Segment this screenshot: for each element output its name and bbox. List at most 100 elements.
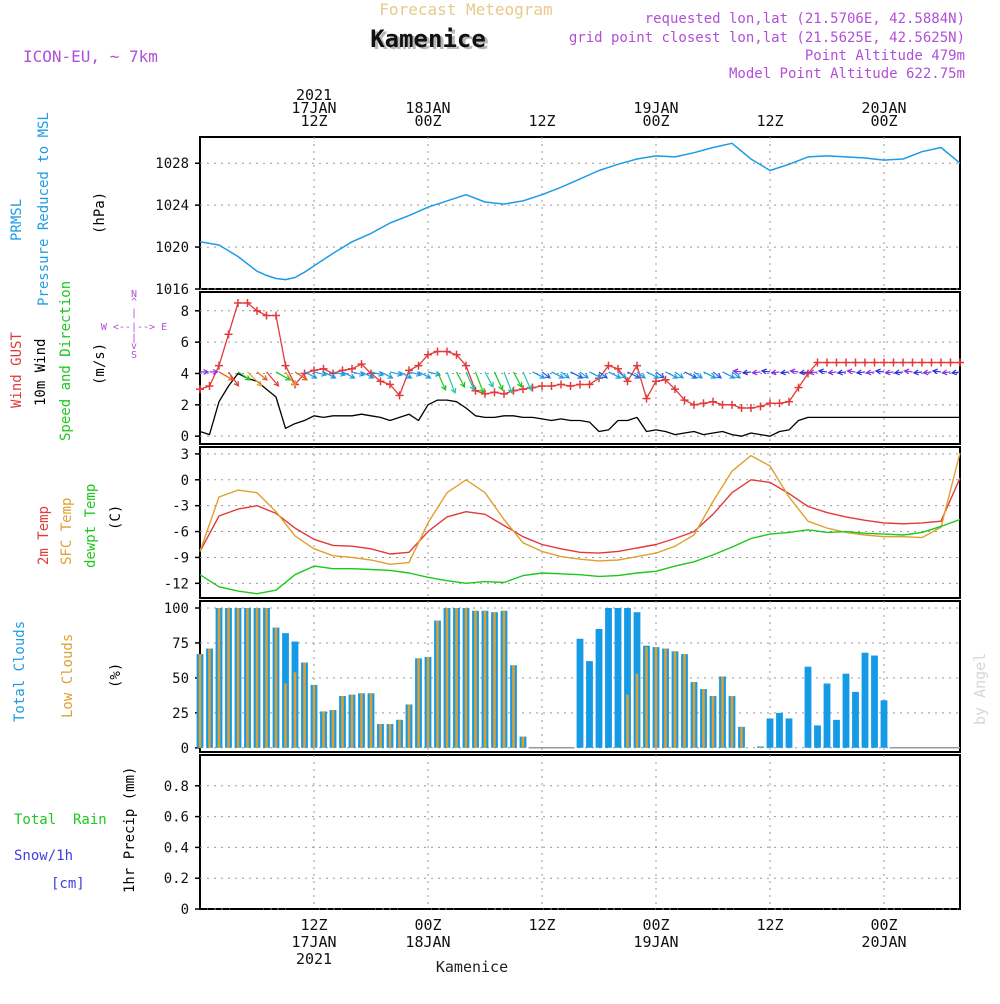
- gust-point: [471, 386, 480, 395]
- wind-arrow-head: [450, 387, 457, 395]
- low-cloud-bar: [255, 607, 259, 748]
- wind-arrow-head: [602, 373, 609, 379]
- wind-label: 10m Wind: [33, 339, 49, 406]
- low-cloud-bar: [265, 607, 268, 748]
- wind-arrow-shaft: [731, 371, 741, 379]
- wind-arrow-shaft: [408, 371, 422, 376]
- wind-arrow-shaft: [294, 371, 308, 381]
- y-tick-label: 0.4: [164, 840, 189, 856]
- y-tick-label: 75: [172, 636, 189, 652]
- y-tick-label: 100: [164, 601, 189, 617]
- low-cloud-bar: [227, 607, 230, 748]
- wind-arrow-head: [779, 369, 786, 376]
- wind-arrow-shaft: [703, 371, 716, 379]
- gust-point: [823, 358, 831, 367]
- wind-direction-arrow: [503, 371, 514, 395]
- wind-direction-arrow: [598, 371, 609, 379]
- gust-point: [452, 350, 461, 359]
- wind-direction-arrow: [751, 369, 761, 376]
- wind-arrow-head: [539, 373, 546, 379]
- wind-direction-arrow: [684, 371, 698, 379]
- total-cloud-bar: [785, 718, 793, 748]
- gust-point: [899, 358, 907, 367]
- y-tick-label: -12: [164, 576, 189, 592]
- wind-arrow-shaft: [646, 371, 659, 379]
- wind-arrow-head: [256, 380, 263, 387]
- snow-unit-label: [cm]: [51, 876, 85, 892]
- precip-panel: 0 0.2 0.4 0.6 0.8: [164, 754, 961, 918]
- wind-direction-arrow: [608, 371, 622, 379]
- total-cloud-bar: [833, 719, 840, 748]
- wind-speed-line: [199, 372, 960, 437]
- y-tick-label: 2: [181, 398, 189, 414]
- wind-arrow-shaft: [532, 371, 545, 379]
- wind-arrow-shaft: [847, 370, 856, 373]
- gust-point: [775, 399, 784, 408]
- bottom-time-label: 12Z: [756, 916, 783, 934]
- total-cloud-bar: [842, 673, 850, 748]
- wind-arrow-shaft: [313, 371, 327, 376]
- wind-arrow-shaft: [942, 371, 951, 374]
- wind-arrow-shaft: [780, 371, 790, 374]
- low-cloud-bar: [236, 607, 240, 748]
- total-cloud-bar: [595, 628, 603, 748]
- wind-arrow-head: [653, 373, 660, 379]
- gust-point: [671, 385, 679, 394]
- gust-point: [623, 377, 632, 386]
- gust-point: [272, 311, 280, 320]
- low-cloud-bar: [312, 684, 316, 748]
- y-tick-label: -3: [172, 499, 189, 515]
- wind-direction-arrow: [665, 371, 679, 379]
- wind-arrow-shaft: [361, 371, 374, 379]
- model-label: ICON-EU, ~ 7km: [23, 47, 158, 66]
- gust-point: [661, 375, 670, 384]
- wind-arrow-shaft: [589, 371, 602, 379]
- wind-direction-arrow: [323, 371, 337, 379]
- wind-direction-arrow: [332, 371, 347, 377]
- low-cloud-bar: [692, 682, 696, 748]
- wind-direction-arrow: [836, 369, 847, 376]
- low-cloud-bar: [512, 665, 515, 748]
- bottom-time-label: 00Z: [870, 916, 897, 934]
- wind-direction-arrow: [855, 369, 866, 376]
- wind-direction-arrow: [893, 369, 904, 376]
- wind-arrow-head: [261, 375, 268, 381]
- gust-point: [908, 358, 917, 367]
- gust-point: [433, 347, 442, 356]
- low-cloud-bar: [293, 672, 297, 748]
- low-cloud-bar: [284, 683, 287, 748]
- wind-arrow-head: [321, 371, 328, 377]
- wind-direction-arrow: [446, 371, 457, 395]
- precip-unit-label: 1hr Precip (mm): [122, 767, 138, 893]
- wind-arrow-head: [516, 381, 523, 388]
- wind-direction-arrow: [789, 368, 799, 375]
- wind-direction-arrow: [560, 371, 571, 379]
- wind-arrow-head: [884, 369, 891, 376]
- gust-point: [576, 380, 584, 389]
- wind-arrow-head: [545, 373, 552, 379]
- low-cloud-bar: [711, 696, 715, 748]
- gust-point: [386, 380, 394, 389]
- wind-panel-frame: [199, 291, 961, 445]
- low-cloud-bar: [493, 612, 496, 748]
- gust-point: [918, 358, 926, 367]
- total-cloud-bar: [852, 691, 859, 748]
- wind-arrow-shaft: [923, 371, 932, 374]
- gust-point: [405, 366, 413, 375]
- wind-arrow-head: [498, 384, 504, 392]
- wind-arrow-head: [459, 381, 466, 388]
- total-cloud-bar: [861, 652, 869, 748]
- wind-arrow-shaft: [655, 371, 665, 379]
- gust-point: [699, 399, 708, 408]
- wind-arrow-head: [284, 375, 292, 381]
- wind-arrow-shaft: [818, 370, 828, 373]
- gust-point: [728, 400, 736, 409]
- low-cloud-bar: [521, 736, 525, 748]
- dewpt-label: dewpt Temp: [83, 484, 99, 568]
- wind-direction-arrow: [579, 371, 590, 379]
- gust-point: [642, 394, 651, 403]
- wind-arrow-shaft: [837, 371, 847, 374]
- total-cloud-bar: [814, 725, 821, 748]
- wind-direction-arrow: [522, 371, 532, 392]
